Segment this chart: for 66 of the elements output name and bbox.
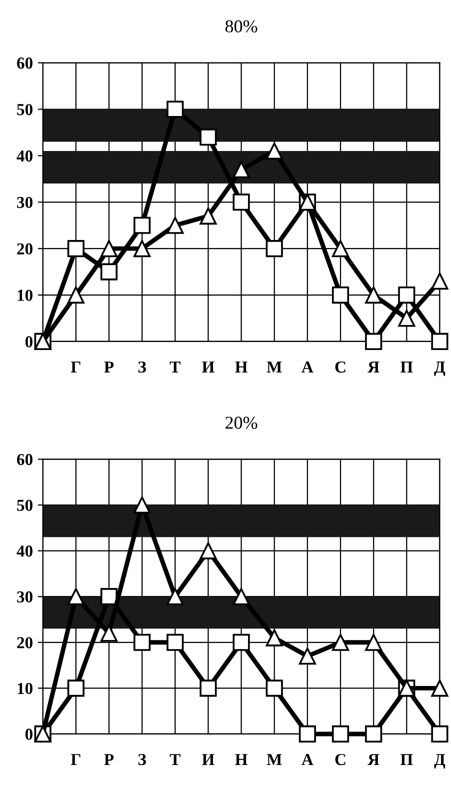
point (365, 332, 382, 350)
point (134, 216, 151, 234)
y-tick-label: 20 (17, 637, 32, 648)
x-tick-label: Т (170, 754, 180, 765)
y-tick-label: 20 (17, 243, 32, 255)
x-tick-label: Р (104, 362, 114, 372)
x-tick-label: С (335, 754, 346, 766)
y-tick-label: 10 (18, 290, 32, 301)
point (431, 725, 448, 743)
y-tick-label: 0 (25, 336, 32, 348)
x-tick-label: Н (235, 362, 248, 372)
x-tick-label: Н (235, 754, 248, 765)
x-tick-label: С (335, 361, 346, 373)
x-tick-label: П (400, 362, 413, 372)
y-tick-label: 40 (16, 546, 32, 557)
x-tick-label: А (302, 754, 314, 765)
y-tick-label: 60 (17, 58, 32, 69)
point (232, 161, 250, 178)
x-tick-label: Г (70, 754, 80, 765)
x-tick-label: И (202, 754, 214, 765)
y-tick-label: 0 (25, 728, 32, 740)
x-tick-label: Д (434, 362, 446, 376)
point (100, 263, 118, 280)
x-tick-label: И (202, 362, 214, 372)
x-tick-label: Я (368, 362, 380, 372)
x-tick-label: Г (70, 362, 80, 372)
y-tick-label: 60 (17, 454, 32, 466)
point (166, 634, 184, 651)
point (134, 496, 151, 514)
x-tick-label: М (266, 754, 282, 765)
y-tick-label: 10 (18, 682, 32, 694)
point (200, 680, 217, 697)
point (166, 100, 184, 118)
x-tick-label: З (138, 361, 146, 373)
point (332, 286, 350, 304)
x-tick-label: Р (104, 754, 114, 765)
point (100, 588, 118, 606)
point (266, 680, 283, 697)
point (266, 142, 283, 160)
point (266, 240, 283, 258)
y-tick-label: 30 (17, 591, 32, 603)
y-tick-label: 50 (17, 500, 32, 511)
y-tick-label: 40 (16, 150, 32, 162)
x-tick-label: П (400, 754, 413, 765)
x-tick-label: Д (434, 754, 446, 769)
point (398, 286, 416, 304)
point (431, 332, 448, 350)
chart-title: 80% (225, 20, 258, 32)
x-tick-label: Т (170, 362, 180, 372)
x-tick-label: А (302, 361, 314, 372)
point (232, 194, 250, 211)
point (134, 634, 151, 651)
point (200, 128, 217, 146)
x-tick-label: М (266, 362, 282, 372)
y-tick-label: 30 (17, 196, 32, 208)
chart-title: 20% (226, 416, 258, 429)
x-tick-label: З (138, 754, 146, 766)
point (365, 725, 382, 743)
point (232, 634, 250, 651)
y-tick-label: 50 (17, 104, 32, 116)
point (166, 588, 184, 606)
point (67, 680, 84, 697)
x-tick-label: Я (368, 754, 380, 765)
point (298, 725, 316, 743)
point (332, 725, 350, 743)
point (67, 240, 84, 258)
